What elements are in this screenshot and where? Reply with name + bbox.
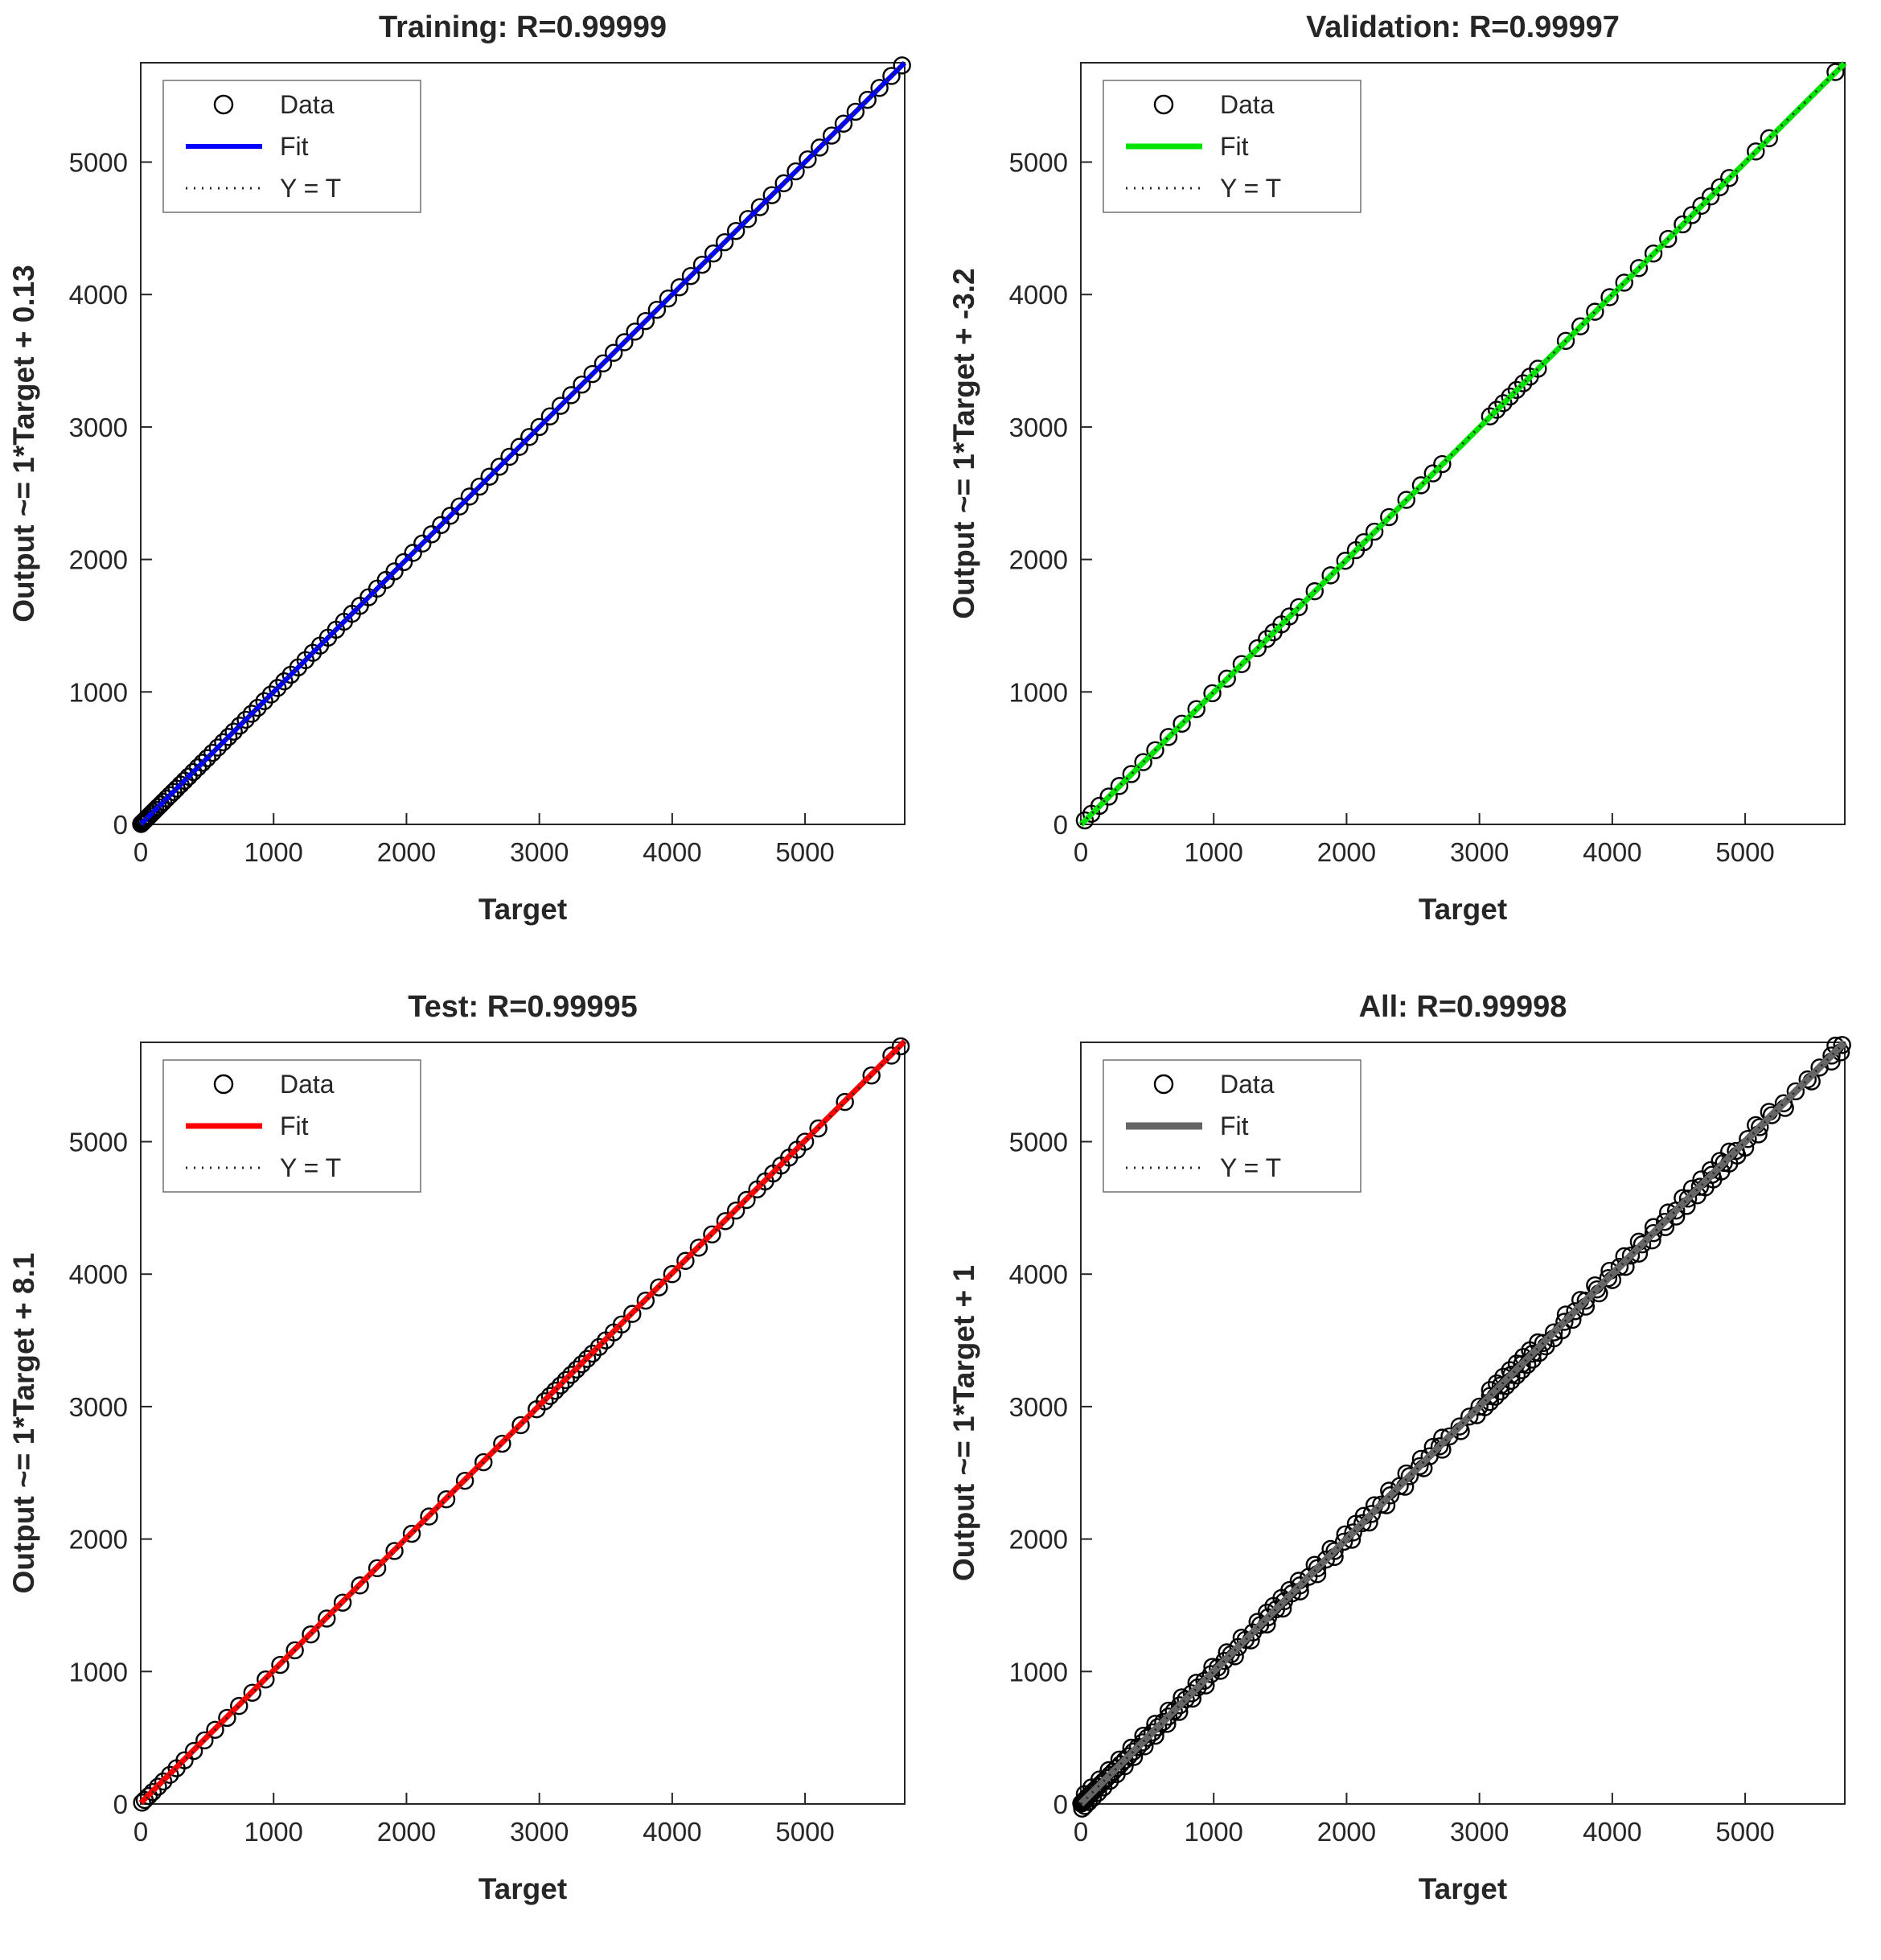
svg-text:0: 0 <box>1074 837 1088 867</box>
svg-text:0: 0 <box>133 1817 148 1847</box>
svg-text:3000: 3000 <box>1009 1392 1068 1422</box>
svg-text:All: R=0.99998: All: R=0.99998 <box>1359 990 1567 1024</box>
svg-text:4000: 4000 <box>69 1259 128 1289</box>
subplot-training: 0 1000 2000 3000 4000 5000 0 1000 2000 3000 4000 50… <box>0 0 940 980</box>
svg-text:2000: 2000 <box>1009 545 1068 575</box>
svg-text:Target: Target <box>478 1872 567 1905</box>
svg-text:3000: 3000 <box>1450 1817 1509 1847</box>
svg-text:Output ~= 1*Target + -3.2: Output ~= 1*Target + -3.2 <box>947 268 980 618</box>
svg-text:1000: 1000 <box>1185 837 1243 867</box>
subplot-test: 0 1000 2000 3000 4000 5000 0 1000 2000 3000 4000 50… <box>0 980 940 1960</box>
svg-text:3000: 3000 <box>1009 413 1068 442</box>
svg-text:Data: Data <box>1220 90 1275 119</box>
svg-text:2000: 2000 <box>1009 1525 1068 1555</box>
svg-text:5000: 5000 <box>775 837 834 867</box>
subplot-validation: 0 1000 2000 3000 4000 5000 0 1000 2000 3000 4000 50… <box>940 0 1881 980</box>
subplot-all: 0 1000 2000 3000 4000 5000 0 1000 2000 3000 4000 50… <box>940 980 1881 1960</box>
svg-text:1000: 1000 <box>1009 1657 1068 1687</box>
svg-text:1000: 1000 <box>69 677 128 707</box>
svg-text:0: 0 <box>1053 810 1068 840</box>
svg-text:Y = T: Y = T <box>280 174 341 203</box>
svg-text:Data: Data <box>280 90 335 119</box>
svg-text:2000: 2000 <box>1317 837 1376 867</box>
svg-text:Fit: Fit <box>280 1111 309 1140</box>
svg-text:Data: Data <box>280 1070 335 1099</box>
svg-text:4000: 4000 <box>643 837 701 867</box>
all-plot: 0 1000 2000 3000 4000 5000 0 1000 2000 3000 4000 50… <box>947 990 1851 1905</box>
svg-text:5000: 5000 <box>1715 1817 1774 1847</box>
svg-text:Training: R=0.99999: Training: R=0.99999 <box>379 10 667 44</box>
svg-text:0: 0 <box>113 810 128 840</box>
svg-text:3000: 3000 <box>1450 837 1509 867</box>
svg-text:1000: 1000 <box>1185 1817 1243 1847</box>
svg-text:Fit: Fit <box>1220 1111 1249 1140</box>
svg-text:2000: 2000 <box>377 837 436 867</box>
svg-text:1000: 1000 <box>1009 677 1068 707</box>
svg-text:Data: Data <box>1220 1070 1275 1099</box>
svg-text:3000: 3000 <box>510 837 569 867</box>
svg-text:Output ~= 1*Target + 8.1: Output ~= 1*Target + 8.1 <box>7 1253 40 1594</box>
svg-text:5000: 5000 <box>69 148 128 178</box>
svg-text:5000: 5000 <box>1715 837 1774 867</box>
training-plot: 0 1000 2000 3000 4000 5000 0 1000 2000 3000 4000 50… <box>7 10 911 926</box>
svg-text:0: 0 <box>133 837 148 867</box>
svg-text:Target: Target <box>1419 893 1507 926</box>
svg-text:2000: 2000 <box>377 1817 436 1847</box>
svg-text:4000: 4000 <box>1583 1817 1641 1847</box>
svg-text:2000: 2000 <box>1317 1817 1376 1847</box>
svg-text:2000: 2000 <box>69 1525 128 1555</box>
test-plot: 0 1000 2000 3000 4000 5000 0 1000 2000 3000 4000 50… <box>7 990 910 1905</box>
svg-text:4000: 4000 <box>1009 280 1068 310</box>
svg-text:4000: 4000 <box>69 280 128 310</box>
svg-text:Output ~= 1*Target + 0.13: Output ~= 1*Target + 0.13 <box>7 265 40 623</box>
svg-text:0: 0 <box>1053 1789 1068 1819</box>
svg-text:Target: Target <box>478 893 567 926</box>
svg-text:4000: 4000 <box>1583 837 1641 867</box>
svg-text:Output ~= 1*Target + 1: Output ~= 1*Target + 1 <box>947 1265 980 1581</box>
svg-text:Y = T: Y = T <box>1220 174 1281 203</box>
svg-text:2000: 2000 <box>69 545 128 575</box>
svg-text:5000: 5000 <box>69 1128 128 1157</box>
svg-text:5000: 5000 <box>775 1817 834 1847</box>
svg-text:5000: 5000 <box>1009 1128 1068 1157</box>
svg-text:3000: 3000 <box>69 413 128 442</box>
svg-text:1000: 1000 <box>244 837 303 867</box>
svg-text:1000: 1000 <box>244 1817 303 1847</box>
svg-text:Y = T: Y = T <box>280 1153 341 1182</box>
svg-text:Test: R=0.99995: Test: R=0.99995 <box>408 990 638 1024</box>
validation-plot: 0 1000 2000 3000 4000 5000 0 1000 2000 3000 4000 50… <box>947 10 1847 926</box>
svg-text:Y = T: Y = T <box>1220 1153 1281 1182</box>
svg-text:3000: 3000 <box>510 1817 569 1847</box>
svg-text:Fit: Fit <box>280 132 309 161</box>
svg-text:4000: 4000 <box>1009 1259 1068 1289</box>
svg-text:3000: 3000 <box>69 1392 128 1422</box>
svg-text:Validation: R=0.99997: Validation: R=0.99997 <box>1306 10 1620 44</box>
svg-text:Target: Target <box>1419 1872 1507 1905</box>
svg-text:5000: 5000 <box>1009 148 1068 178</box>
svg-text:1000: 1000 <box>69 1657 128 1687</box>
svg-text:Fit: Fit <box>1220 132 1249 161</box>
svg-text:4000: 4000 <box>643 1817 701 1847</box>
svg-text:0: 0 <box>1074 1817 1088 1847</box>
svg-text:0: 0 <box>113 1789 128 1819</box>
